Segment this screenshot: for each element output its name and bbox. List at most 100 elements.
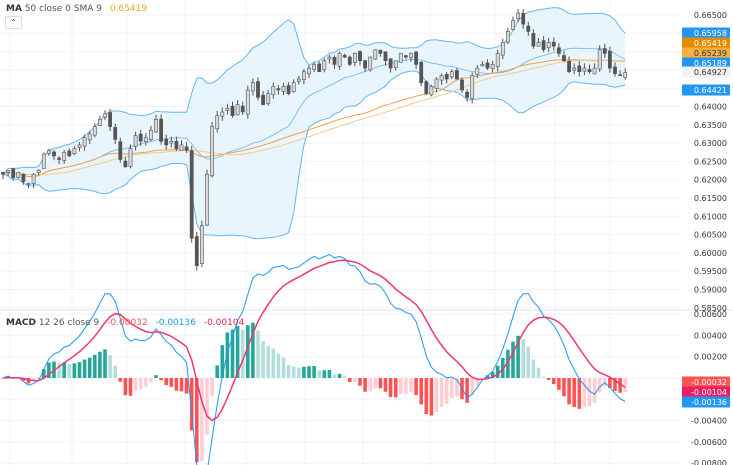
candle-body	[296, 78, 301, 82]
macd-histogram-bar	[123, 378, 128, 396]
macd-histogram-bar	[246, 325, 250, 378]
candle-body	[378, 49, 383, 54]
macd-histogram-bar	[169, 378, 174, 387]
macd-histogram-bar	[526, 346, 531, 378]
candle-body	[194, 236, 199, 267]
candle-body	[108, 112, 113, 127]
macd-histogram-bar	[67, 364, 72, 378]
macd-histogram-bar	[388, 378, 393, 398]
candle-body	[454, 70, 459, 80]
macd-histogram-bar	[337, 373, 342, 378]
macd-histogram-bar	[485, 375, 490, 378]
price-tag-label: 0.65958	[694, 29, 727, 38]
candle-body	[98, 119, 102, 126]
macd-histogram-bar	[465, 378, 469, 403]
macd-histogram-bar	[72, 363, 77, 378]
candle-body	[531, 33, 536, 47]
candle-body	[251, 82, 255, 92]
candle-body	[143, 137, 148, 142]
macd-histogram-bar	[378, 378, 383, 389]
candle-body	[174, 141, 179, 149]
macd-axis-label: -0.00600	[691, 438, 727, 447]
macd-tag-bg	[682, 376, 730, 388]
candle-body	[128, 148, 133, 167]
macd-histogram-bar	[113, 365, 117, 378]
candle-body	[337, 53, 342, 67]
macd-histogram-bar	[286, 364, 291, 378]
candle-body	[149, 129, 153, 140]
candle-body	[439, 75, 444, 81]
candle-body	[21, 173, 26, 182]
macd-histogram-bar	[450, 378, 454, 399]
macd-histogram-bar	[373, 378, 378, 389]
macd-histogram-bar	[225, 332, 230, 378]
macd-histogram-bar	[567, 378, 571, 405]
macd-legend-signal: -0.00104	[203, 318, 245, 328]
candle-body	[169, 140, 174, 144]
macd-histogram-bar	[327, 370, 332, 378]
macd-histogram-bar	[419, 378, 423, 405]
candle-body	[16, 172, 21, 178]
macd-histogram-bar	[271, 348, 276, 378]
candle-body	[72, 148, 77, 155]
price-axis-label: 0.61500	[694, 194, 727, 203]
macd-histogram-bar	[240, 329, 245, 378]
macd-histogram-bar	[93, 354, 97, 378]
macd-histogram-bar	[266, 346, 270, 378]
price-tag-bg	[682, 37, 730, 49]
macd-histogram-bar	[429, 378, 434, 416]
ma-legend-value: 0.65419	[109, 4, 148, 14]
macd-histogram-bar	[297, 367, 301, 378]
candle-body	[613, 66, 617, 74]
macd-histogram-bar	[312, 366, 316, 378]
price-axis-label: 0.63500	[694, 121, 727, 130]
macd-histogram-bar	[322, 370, 327, 378]
candle-body	[618, 74, 623, 76]
candle-body	[62, 151, 67, 161]
macd-histogram-bar	[536, 367, 541, 378]
candle-body	[46, 150, 51, 154]
candle-body	[123, 160, 128, 168]
candle-body	[403, 55, 408, 58]
price-tag-bg	[682, 66, 730, 78]
macd-histogram-bar	[495, 365, 500, 378]
candle-body	[551, 41, 556, 47]
price-axis-label: 0.64000	[694, 103, 727, 112]
macd-histogram-bar	[144, 378, 148, 387]
macd-histogram-bar	[235, 325, 240, 378]
macd-histogram-bar	[623, 378, 627, 392]
macd-histogram-bar	[317, 370, 321, 378]
collapse-legend-button[interactable]: ⌃	[5, 16, 22, 29]
candle-body	[567, 60, 572, 73]
candle-body	[36, 170, 41, 173]
candle-body	[41, 153, 46, 169]
candle-body	[235, 104, 240, 116]
candle-body	[368, 56, 373, 71]
candle-body	[31, 173, 36, 185]
candle-body	[261, 94, 266, 105]
candle-body	[77, 144, 82, 148]
macd-histogram-bar	[404, 378, 408, 394]
candle-body	[276, 88, 281, 91]
candle-body	[291, 82, 296, 92]
macd-histogram-bar	[62, 362, 66, 378]
candle-body	[465, 91, 470, 98]
macd-histogram-bar	[31, 378, 36, 382]
macd-histogram-bar	[383, 378, 388, 392]
ma-legend-params: 50 close 0 SMA 9	[24, 4, 102, 14]
candle-body	[352, 53, 357, 63]
candle-body	[572, 67, 577, 71]
candle-body	[87, 133, 92, 141]
candle-body	[245, 89, 250, 115]
macd-histogram-bar	[174, 378, 179, 391]
macd-histogram-bar	[572, 378, 576, 407]
candle-body	[383, 51, 388, 62]
macd-tag-label: -0.00136	[691, 398, 727, 407]
macd-tag-bg	[682, 396, 730, 408]
candle-body	[205, 173, 209, 226]
macd-histogram-bar	[261, 341, 265, 378]
macd-tag-bg	[682, 386, 730, 398]
candle-body	[526, 25, 531, 32]
candle-body	[113, 127, 118, 140]
